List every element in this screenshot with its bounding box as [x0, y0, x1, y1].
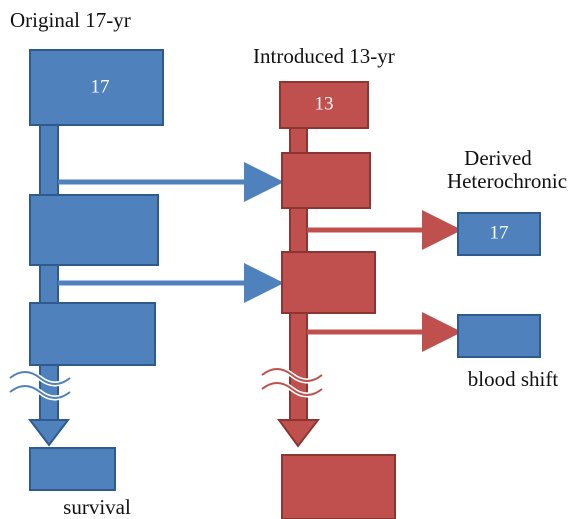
box — [281, 152, 371, 209]
box — [279, 81, 369, 129]
label: blood shift — [468, 367, 559, 391]
box — [457, 314, 541, 358]
break — [261, 368, 323, 396]
box-label: 13 — [315, 93, 334, 114]
box — [457, 212, 541, 256]
box-label: 17 — [490, 222, 509, 243]
title: Heterochronic — [447, 169, 567, 193]
arrow-head — [277, 419, 321, 448]
label: survival — [63, 495, 131, 519]
box — [29, 194, 159, 266]
title: Original 17-yr — [10, 8, 131, 32]
box — [281, 454, 396, 519]
box — [29, 302, 156, 366]
box — [281, 251, 376, 314]
original-column — [8, 49, 284, 491]
box-label: 17 — [91, 76, 110, 97]
title: Derived — [464, 146, 532, 170]
break — [9, 371, 71, 399]
box — [29, 49, 164, 126]
title: Introduced 13-yr — [253, 44, 395, 68]
introduced-column — [260, 81, 462, 519]
arrow-head — [27, 419, 71, 447]
box — [29, 447, 116, 491]
